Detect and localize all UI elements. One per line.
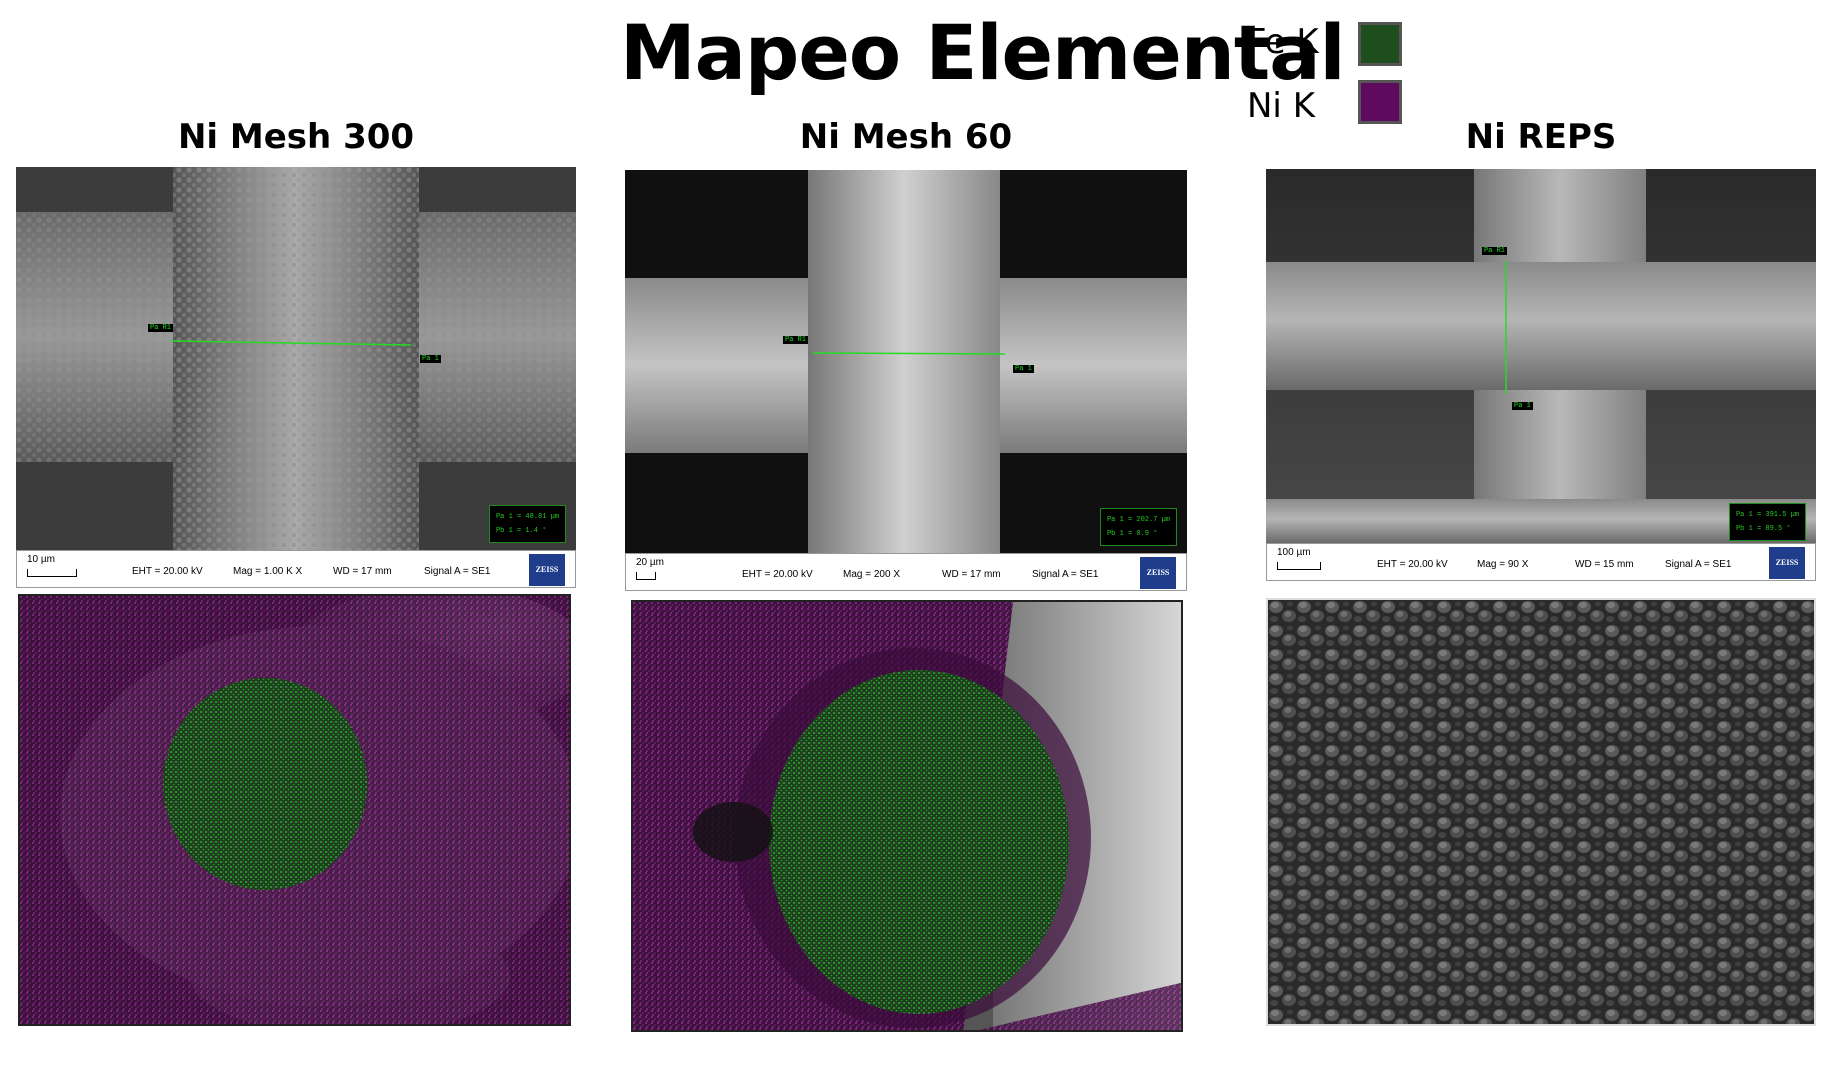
sem-info-bar: 10 µm EHT = 20.00 kV Mag = 1.00 K X WD =…	[16, 550, 576, 588]
sem-closeup-reps	[1266, 598, 1816, 1026]
page-title: Mapeo Elemental	[620, 8, 1346, 97]
measurement-box: Pa 1 = 391.5 µm Pb 1 = 89.5 °	[1728, 503, 1806, 541]
wd-readout: WD = 17 mm	[333, 566, 392, 577]
point-label-a: Pa R1	[1482, 247, 1508, 255]
eht-readout: EHT = 20.00 kV	[132, 566, 203, 577]
point-label-a: Pa R1	[783, 336, 809, 344]
sem-image-reps: Pa R1 Pa 1 Pa 1 = 391.5 µm Pb 1 = 89.5 °	[1266, 169, 1816, 543]
scale-label: 10 µm	[27, 554, 55, 565]
measurement-box: Pa 1 = 202.7 µm Pb 1 = 0.9 °	[1099, 508, 1177, 546]
point-label-a: Pa R1	[148, 324, 174, 332]
wd-readout: WD = 15 mm	[1575, 559, 1634, 570]
scale-bar	[1277, 562, 1321, 570]
scale-bar	[27, 569, 77, 577]
elemental-map-mesh-300	[18, 594, 571, 1026]
sem-info-bar: 20 µm EHT = 20.00 kV Mag = 200 X WD = 17…	[625, 553, 1187, 591]
column-title-mesh-60: Ni Mesh 60	[799, 117, 1013, 157]
mag-readout: Mag = 200 X	[843, 569, 900, 580]
point-label-b: Pa 1	[1013, 365, 1034, 373]
signal-readout: Signal A = SE1	[424, 566, 491, 577]
scale-label: 20 µm	[636, 557, 664, 568]
measurement-box: Pa 1 = 48.81 µm Pb 1 = 1.4 °	[488, 505, 566, 543]
legend-swatch-ni	[1358, 80, 1402, 124]
scale-label: 100 µm	[1277, 547, 1311, 558]
sem-image-mesh-300: Pa R1 Pa 1 Pa 1 = 48.81 µm Pb 1 = 1.4 °	[16, 167, 576, 550]
signal-readout: Signal A = SE1	[1665, 559, 1732, 570]
zeiss-logo: ZEISS	[1140, 557, 1176, 589]
legend-label-fe: Fe K	[1247, 22, 1319, 62]
signal-readout: Signal A = SE1	[1032, 569, 1099, 580]
legend-label-ni: Ni K	[1247, 86, 1315, 126]
eht-readout: EHT = 20.00 kV	[1377, 559, 1448, 570]
mag-readout: Mag = 1.00 K X	[233, 566, 303, 577]
point-label-b: Pa 1	[1512, 402, 1533, 410]
scale-bar	[636, 572, 656, 580]
sem-image-mesh-60: Pa R1 Pa 1 Pa 1 = 202.7 µm Pb 1 = 0.9 °	[625, 170, 1187, 553]
mag-readout: Mag = 90 X	[1477, 559, 1529, 570]
zeiss-logo: ZEISS	[529, 554, 565, 586]
eht-readout: EHT = 20.00 kV	[742, 569, 813, 580]
legend-swatch-fe	[1358, 22, 1402, 66]
elemental-map-mesh-60	[631, 600, 1183, 1032]
column-title-mesh-300: Ni Mesh 300	[177, 117, 415, 157]
column-title-reps: Ni REPS	[1465, 117, 1617, 157]
sem-info-bar: 100 µm EHT = 20.00 kV Mag = 90 X WD = 15…	[1266, 543, 1816, 581]
point-label-b: Pa 1	[420, 355, 441, 363]
wd-readout: WD = 17 mm	[942, 569, 1001, 580]
zeiss-logo: ZEISS	[1769, 547, 1805, 579]
